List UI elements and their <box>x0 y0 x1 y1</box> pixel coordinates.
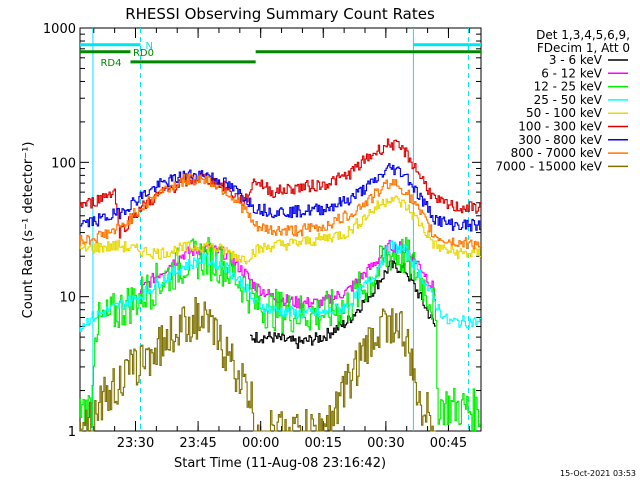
legend-header-line-2: FDecim 1, Att 0 <box>537 41 630 55</box>
series-line-4 <box>79 240 481 332</box>
legend-label: 6 - 12 keV <box>541 66 603 80</box>
legend-header-line-1: Det 1,3,4,5,6,9, <box>536 28 630 42</box>
legend-label: 800 - 7000 keV <box>511 146 603 160</box>
series-line-5 <box>79 195 481 265</box>
series-line-8 <box>79 173 481 250</box>
x-tick-label: 23:45 <box>179 436 216 451</box>
footer-timestamp: 15-Oct-2021 03:53 <box>560 469 636 478</box>
legend-label: 7000 - 15000 keV <box>495 159 602 173</box>
legend-label: 100 - 300 keV <box>518 120 602 134</box>
legend-label: 25 - 50 keV <box>534 93 603 107</box>
x-tick-label: 00:45 <box>430 436 467 451</box>
legend-label: 50 - 100 keV <box>526 106 603 120</box>
legend-label: 12 - 25 keV <box>534 80 603 94</box>
legend-label: 3 - 6 keV <box>549 53 603 67</box>
legend-label: 300 - 800 keV <box>518 133 602 147</box>
flag-label: RD0 <box>133 48 154 59</box>
y-tick-label: 10 <box>59 291 76 306</box>
x-tick-label: 00:00 <box>242 436 279 451</box>
y-tick-label: 1000 <box>43 22 76 37</box>
plot-area: 1 10 100 1000 23:30 23:45 00:00 00:15 00:30 00:45… <box>43 22 482 451</box>
x-tick-label: 23:30 <box>117 436 154 451</box>
flag-label: RD4 <box>100 58 121 69</box>
x-axis-label: Start Time (11-Aug-08 23:16:42) <box>174 456 386 471</box>
y-axis-label: Count Rate (s⁻¹ detector⁻¹) <box>21 142 36 319</box>
flag-label: N <box>146 41 153 52</box>
series-line-3 <box>79 237 481 432</box>
series-line-7 <box>79 163 481 232</box>
y-tick-label: 100 <box>51 156 76 171</box>
y-tick-label: 1 <box>68 425 76 440</box>
chart-title: RHESSI Observing Summary Count Rates <box>125 5 435 23</box>
series-line-9 <box>79 297 436 432</box>
x-tick-label: 00:30 <box>367 436 404 451</box>
x-tick-label: 00:15 <box>305 436 342 451</box>
